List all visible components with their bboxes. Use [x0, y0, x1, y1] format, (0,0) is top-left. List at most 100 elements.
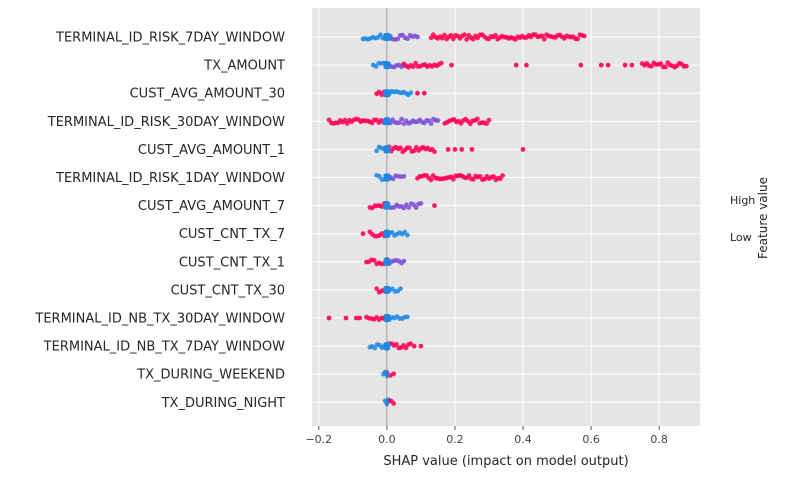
feature-label: TERMINAL_ID_NB_TX_30DAY_WINDOW [34, 312, 285, 327]
shap-core-cluster [383, 342, 391, 351]
shap-point [683, 63, 689, 69]
shap-point [398, 286, 403, 292]
shap-point [391, 401, 397, 406]
shap-core-cluster [383, 285, 391, 294]
shap-core-cluster [385, 370, 389, 379]
feature-row: TX_DURING_NIGHT [161, 396, 397, 411]
shap-core-cluster [383, 201, 391, 210]
shap-point [377, 32, 383, 38]
shap-point [493, 32, 498, 38]
shap-core-cluster [383, 33, 391, 41]
shap-point [438, 60, 444, 66]
x-axis: −0.2 0.0 0.2 0.4 0.6 0.8 [305, 426, 668, 446]
feature-row: CUST_CNT_TX_30 [171, 283, 403, 298]
shap-core-cluster [383, 117, 391, 126]
shap-core-cluster [383, 89, 391, 98]
feature-label: TERMINAL_ID_RISK_30DAY_WINDOW [47, 115, 285, 130]
shap-outlier-point [524, 62, 529, 68]
colorbar: High Low Feature value [730, 177, 770, 259]
shap-point [405, 36, 411, 42]
shap-outlier-point [469, 147, 475, 152]
shap-point [418, 201, 424, 206]
feature-label: TX_AMOUNT [203, 59, 285, 74]
feature-row: TX_AMOUNT [203, 59, 689, 74]
shap-point [464, 36, 470, 42]
feature-points [374, 144, 526, 155]
x-tick-label: 0.0 [378, 433, 396, 446]
shap-core-cluster [383, 229, 391, 238]
shap-point [539, 33, 545, 39]
shap-point [500, 173, 505, 178]
feature-points [360, 32, 587, 42]
shap-point [372, 345, 378, 351]
shap-point [399, 116, 405, 122]
shap-point [396, 120, 402, 126]
shap-point [435, 118, 441, 123]
shap-point [411, 148, 417, 154]
feature-label: CUST_CNT_TX_30 [171, 283, 285, 298]
shap-point [413, 205, 419, 210]
feature-row: CUST_AVG_AMOUNT_30 [130, 87, 427, 102]
feature-row: TERMINAL_ID_NB_TX_7DAY_WINDOW [43, 340, 424, 355]
shap-point [466, 173, 472, 178]
feature-label: CUST_CNT_TX_7 [179, 227, 285, 242]
feature-points [374, 172, 505, 183]
feature-row: CUST_AVG_AMOUNT_1 [138, 143, 526, 158]
x-tick-label: 0.6 [582, 433, 600, 446]
x-tick-label: 0.2 [446, 433, 464, 446]
shap-core-cluster [383, 145, 391, 154]
feature-points [381, 369, 397, 379]
feature-label: CUST_AVG_AMOUNT_30 [130, 87, 285, 102]
shap-point [442, 32, 447, 38]
shap-outlier-point [418, 343, 424, 349]
feature-points [360, 229, 410, 239]
colorbar-title: Feature value [756, 177, 770, 259]
shap-outlier-point [353, 315, 359, 321]
shap-point [410, 64, 416, 70]
shap-point [428, 121, 434, 126]
feature-label: CUST_AVG_AMOUNT_7 [138, 199, 285, 214]
shap-outlier-point [343, 315, 349, 321]
shap-point [401, 173, 407, 179]
feature-points [326, 116, 492, 127]
shap-point [394, 341, 399, 347]
shap-point [404, 314, 410, 320]
shap-point [391, 371, 397, 377]
x-tick-label: 0.4 [514, 433, 532, 446]
shap-outlier-point [357, 315, 363, 321]
shap-point [401, 258, 407, 264]
shap-outlier-point [452, 147, 458, 152]
shap-core-cluster [383, 314, 391, 322]
feature-label: TX_DURING_NIGHT [161, 396, 285, 411]
shap-outlier-point [459, 147, 465, 152]
feature-points [326, 314, 410, 323]
shap-outlier-point [598, 62, 604, 68]
feature-rows: TERMINAL_ID_RISK_7DAY_WINDOW TX_AMOUNT CUS… [34, 31, 689, 411]
shap-outlier-point [411, 343, 417, 349]
shap-core-cluster [383, 257, 391, 266]
shap-point [575, 36, 581, 42]
shap-outlier-point [445, 147, 451, 152]
shap-outlier-point [629, 62, 635, 68]
feature-row: CUST_CNT_TX_1 [179, 255, 407, 270]
shap-point [390, 176, 396, 182]
shap-point [428, 177, 434, 183]
shap-point [407, 145, 412, 151]
feature-label: CUST_AVG_AMOUNT_1 [138, 143, 285, 158]
feature-row: CUST_AVG_AMOUNT_7 [138, 199, 437, 214]
shap-point [663, 64, 668, 70]
x-tick-label: 0.8 [650, 433, 668, 446]
plot-area [312, 8, 700, 426]
shap-point [413, 60, 418, 66]
x-tick-label: −0.2 [305, 433, 332, 446]
shap-point [541, 36, 547, 42]
shap-point [484, 121, 490, 126]
shap-point [371, 257, 377, 263]
feature-label: TERMINAL_ID_NB_TX_7DAY_WINDOW [43, 340, 285, 355]
feature-label: TX_DURING_WEEKEND [136, 368, 285, 383]
colorbar-high-label: High [730, 194, 755, 207]
shap-point [450, 36, 456, 42]
shap-core-cluster [383, 61, 391, 70]
feature-row: CUST_CNT_TX_7 [179, 227, 410, 242]
feature-row: TERMINAL_ID_RISK_1DAY_WINDOW [55, 171, 505, 186]
